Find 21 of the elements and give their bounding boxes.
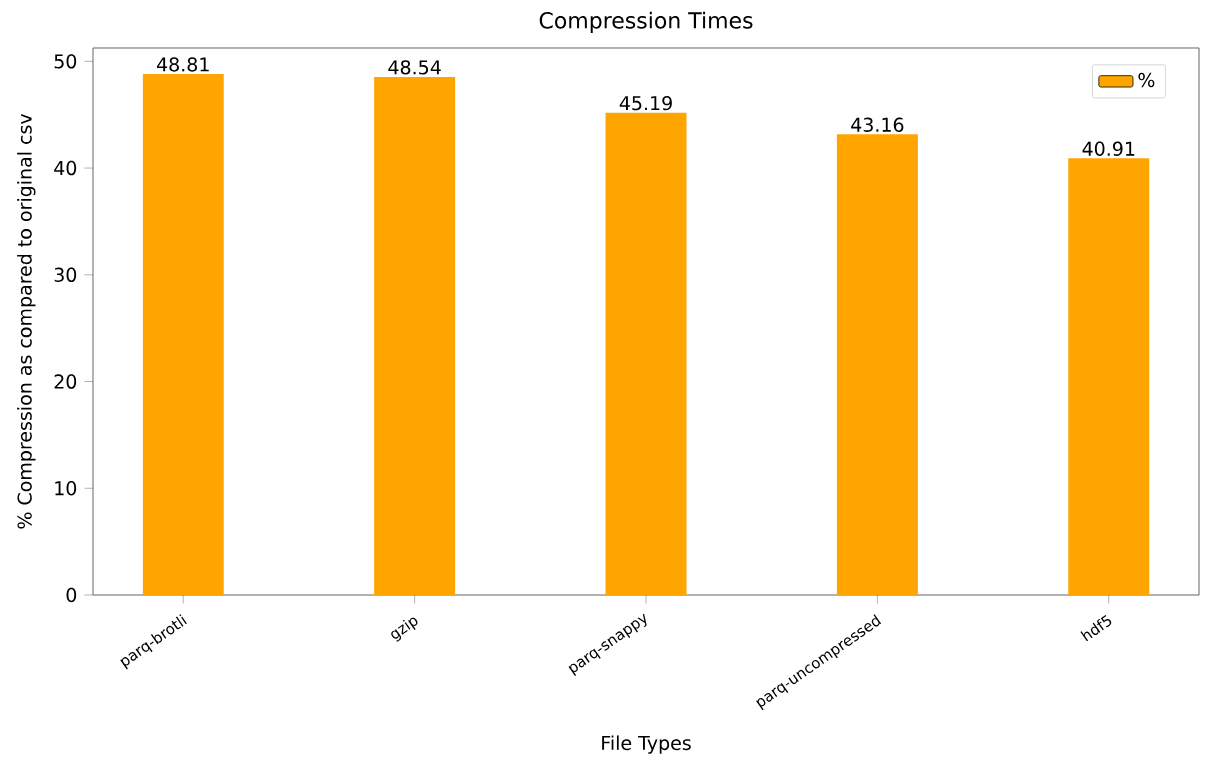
y-axis-title: % Compression as compared to original csv [17, 113, 36, 529]
y-tick-label: 20 [54, 374, 77, 389]
chart-title: Compression Times [539, 11, 753, 33]
y-tick-label: 40 [54, 160, 77, 176]
data-label: 48.81 [156, 57, 209, 72]
bar [605, 112, 687, 596]
y-tick-label: 30 [54, 267, 77, 282]
x-axis-title: File Types [602, 735, 691, 754]
bar [1068, 158, 1150, 596]
bar [142, 74, 224, 596]
x-tick-label: gzip [391, 617, 418, 642]
bar [374, 76, 456, 596]
y-tick-label: 0 [66, 587, 77, 603]
data-label: 45.19 [619, 95, 672, 111]
data-label: 43.16 [851, 117, 904, 132]
bar [836, 134, 918, 596]
data-label: 40.91 [1082, 141, 1135, 156]
legend-label: % [1138, 72, 1155, 88]
y-tick-label: 10 [55, 481, 77, 496]
y-tick-label: 50 [54, 54, 77, 69]
data-label: 48.54 [388, 60, 441, 75]
